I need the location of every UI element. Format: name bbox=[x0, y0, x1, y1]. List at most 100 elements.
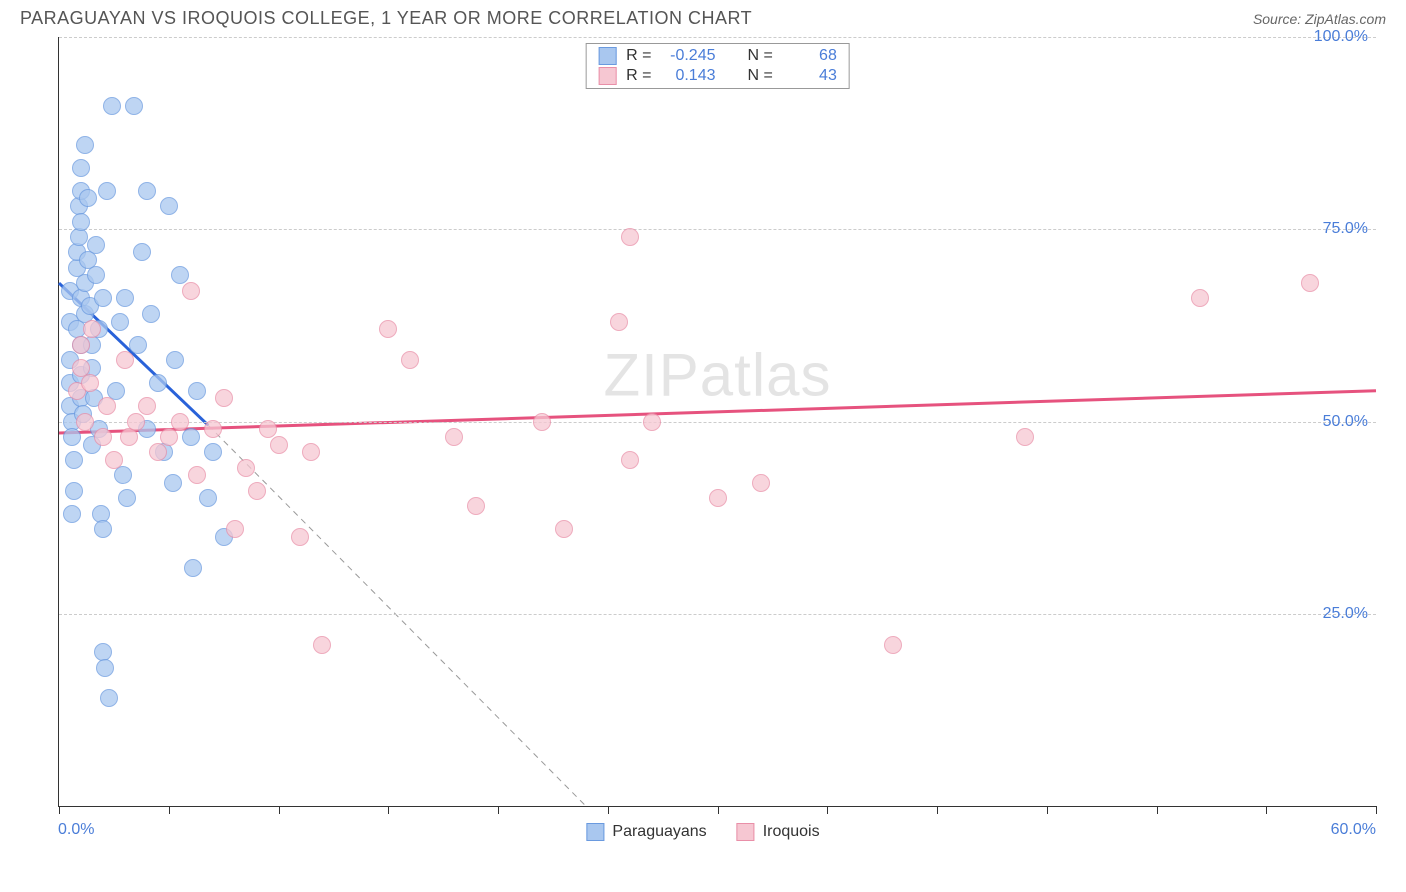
scatter-point bbox=[63, 505, 81, 523]
scatter-point bbox=[114, 466, 132, 484]
scatter-point bbox=[149, 443, 167, 461]
scatter-point bbox=[81, 374, 99, 392]
y-tick-label: 50.0% bbox=[1323, 413, 1368, 431]
scatter-point bbox=[248, 482, 266, 500]
watermark: ZIPatlas bbox=[603, 341, 831, 410]
x-axis-min-label: 0.0% bbox=[58, 821, 94, 839]
legend-series-item: Paraguayans bbox=[586, 823, 706, 841]
scatter-point bbox=[94, 428, 112, 446]
scatter-point bbox=[204, 443, 222, 461]
x-tick bbox=[1157, 806, 1158, 814]
chart-header: PARAGUAYAN VS IROQUOIS COLLEGE, 1 YEAR O… bbox=[0, 0, 1406, 37]
scatter-point bbox=[302, 443, 320, 461]
y-tick-label: 75.0% bbox=[1323, 220, 1368, 238]
scatter-point bbox=[100, 689, 118, 707]
legend-stats-row: R = -0.245 N = 68 bbox=[586, 46, 849, 66]
n-value: 68 bbox=[783, 47, 837, 65]
plot-area: ZIPatlas R = -0.245 N = 68 R = 0.143 N = 43 25.… bbox=[58, 37, 1376, 807]
scatter-point bbox=[291, 528, 309, 546]
scatter-point bbox=[65, 451, 83, 469]
scatter-point bbox=[72, 213, 90, 231]
r-label: R = bbox=[626, 67, 651, 85]
scatter-point bbox=[76, 136, 94, 154]
scatter-point bbox=[184, 559, 202, 577]
scatter-point bbox=[111, 313, 129, 331]
scatter-point bbox=[138, 397, 156, 415]
scatter-point bbox=[87, 236, 105, 254]
scatter-point bbox=[709, 489, 727, 507]
x-tick bbox=[937, 806, 938, 814]
scatter-point bbox=[215, 389, 233, 407]
scatter-point bbox=[401, 351, 419, 369]
scatter-point bbox=[445, 428, 463, 446]
n-label: N = bbox=[748, 67, 773, 85]
scatter-point bbox=[118, 489, 136, 507]
x-axis-max-label: 60.0% bbox=[1331, 821, 1376, 839]
scatter-point bbox=[752, 474, 770, 492]
gridline bbox=[59, 229, 1376, 230]
r-label: R = bbox=[626, 47, 651, 65]
source-label: Source: bbox=[1253, 11, 1301, 27]
legend-series-item: Iroquois bbox=[737, 823, 820, 841]
chart-source: Source: ZipAtlas.com bbox=[1253, 11, 1386, 27]
scatter-point bbox=[72, 336, 90, 354]
scatter-point bbox=[94, 520, 112, 538]
scatter-point bbox=[133, 243, 151, 261]
legend-swatch bbox=[586, 823, 604, 841]
legend-series-label: Paraguayans bbox=[612, 823, 706, 841]
scatter-point bbox=[621, 451, 639, 469]
scatter-point bbox=[96, 659, 114, 677]
x-tick bbox=[59, 806, 60, 814]
watermark-atlas: atlas bbox=[700, 342, 832, 409]
scatter-point bbox=[270, 436, 288, 454]
scatter-point bbox=[313, 636, 331, 654]
chart-title: PARAGUAYAN VS IROQUOIS COLLEGE, 1 YEAR O… bbox=[20, 8, 752, 29]
r-value: -0.245 bbox=[662, 47, 716, 65]
scatter-point bbox=[188, 466, 206, 484]
y-tick-label: 25.0% bbox=[1323, 605, 1368, 623]
scatter-point bbox=[467, 497, 485, 515]
legend-stats-row: R = 0.143 N = 43 bbox=[586, 66, 849, 86]
x-tick bbox=[279, 806, 280, 814]
scatter-point bbox=[63, 428, 81, 446]
scatter-point bbox=[166, 351, 184, 369]
trend-line bbox=[59, 391, 1376, 433]
scatter-point bbox=[643, 413, 661, 431]
gridline bbox=[59, 614, 1376, 615]
x-tick bbox=[498, 806, 499, 814]
x-tick bbox=[169, 806, 170, 814]
trend-line-extrapolation bbox=[208, 425, 586, 806]
scatter-point bbox=[188, 382, 206, 400]
scatter-point bbox=[884, 636, 902, 654]
scatter-point bbox=[160, 197, 178, 215]
scatter-point bbox=[1301, 274, 1319, 292]
legend-swatch bbox=[598, 47, 616, 65]
scatter-point bbox=[87, 266, 105, 284]
x-tick bbox=[388, 806, 389, 814]
scatter-point bbox=[98, 182, 116, 200]
r-value: 0.143 bbox=[662, 67, 716, 85]
x-tick bbox=[1266, 806, 1267, 814]
watermark-zip: ZIP bbox=[603, 342, 699, 409]
scatter-point bbox=[138, 182, 156, 200]
scatter-point bbox=[116, 351, 134, 369]
x-tick bbox=[718, 806, 719, 814]
scatter-point bbox=[72, 159, 90, 177]
scatter-point bbox=[555, 520, 573, 538]
y-tick-label: 100.0% bbox=[1314, 28, 1368, 46]
scatter-point bbox=[171, 413, 189, 431]
scatter-point bbox=[164, 474, 182, 492]
scatter-point bbox=[142, 305, 160, 323]
x-tick bbox=[827, 806, 828, 814]
scatter-point bbox=[149, 374, 167, 392]
scatter-point bbox=[116, 289, 134, 307]
scatter-point bbox=[65, 482, 83, 500]
gridline bbox=[59, 422, 1376, 423]
scatter-point bbox=[226, 520, 244, 538]
scatter-point bbox=[120, 428, 138, 446]
chart-container: College, 1 year or more ZIPatlas R =-0.2… bbox=[20, 37, 1386, 807]
n-label: N = bbox=[748, 47, 773, 65]
scatter-point bbox=[94, 289, 112, 307]
n-value: 43 bbox=[783, 67, 837, 85]
scatter-point bbox=[204, 420, 222, 438]
